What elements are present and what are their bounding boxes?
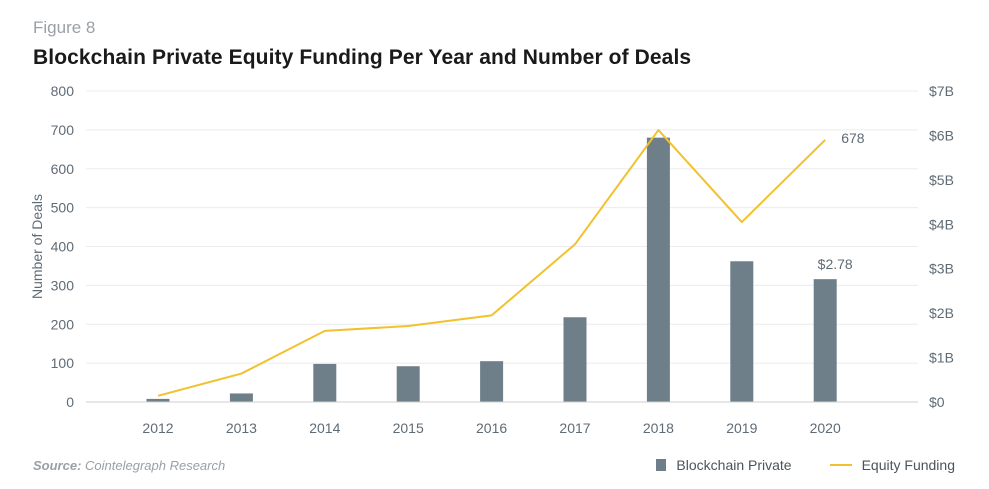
bar-2016 xyxy=(480,361,504,402)
y-tick-label: 700 xyxy=(51,122,75,138)
y-tick-label: 400 xyxy=(51,239,75,255)
x-tick-label: 2020 xyxy=(810,420,841,436)
y2-tick-label: $3B xyxy=(929,261,954,277)
y2-tick-label: $5B xyxy=(929,172,954,188)
figure-label: Figure 8 xyxy=(33,18,96,37)
y2-tick-label: $6B xyxy=(929,127,954,143)
y2-tick-label: $7B xyxy=(929,83,954,99)
y-tick-label: 800 xyxy=(51,83,75,99)
source-note: Source: Cointelegraph Research xyxy=(33,458,225,473)
bar-2020 xyxy=(813,279,837,402)
source-prefix: Source: xyxy=(33,458,82,473)
bar-2019 xyxy=(730,261,754,402)
x-tick-label: 2019 xyxy=(726,420,757,436)
bar-2015 xyxy=(396,366,420,402)
chart-area: 0 100 200 300 400 500 600 700 800 $0 $1B $2B $3B $4B $… xyxy=(29,83,954,436)
annotation-line-end: 678 xyxy=(841,130,865,146)
funding-line xyxy=(157,129,826,397)
y-tick-label: 100 xyxy=(51,355,75,371)
legend-bar-label: Blockchain Private xyxy=(676,457,792,473)
legend-line-swatch xyxy=(829,464,852,466)
x-tick-label: 2015 xyxy=(393,420,424,436)
legend-line-label: Equity Funding xyxy=(861,457,955,473)
annotation-bar-end: $2.78 xyxy=(818,256,853,272)
bar-2012 xyxy=(146,398,170,402)
y2-tick-label: $1B xyxy=(929,350,954,366)
y-tick-label: 300 xyxy=(51,277,75,293)
x-tick-label: 2012 xyxy=(142,420,173,436)
y-tick-label: 200 xyxy=(51,316,75,332)
legend-item-line: Equity Funding xyxy=(829,457,955,473)
bar-2013 xyxy=(229,393,253,402)
y-tick-label: 600 xyxy=(51,161,75,177)
y2-tick-label: $4B xyxy=(929,216,954,232)
bar-2018 xyxy=(646,137,670,402)
x-tick-label: 2016 xyxy=(476,420,507,436)
legend: Blockchain Private Equity Funding xyxy=(618,457,955,473)
legend-item-bars: Blockchain Private xyxy=(656,457,792,473)
chart-title: Blockchain Private Equity Funding Per Ye… xyxy=(33,46,692,69)
y-tick-label: 500 xyxy=(51,200,75,216)
y-tick-label: 0 xyxy=(66,394,74,410)
y-axis-label: Number of Deals xyxy=(29,194,45,299)
y2-tick-label: $0 xyxy=(929,394,945,410)
bar-2014 xyxy=(313,363,337,402)
y2-tick-label: $2B xyxy=(929,305,954,321)
x-tick-label: 2014 xyxy=(309,420,340,436)
bar-2017 xyxy=(563,317,587,402)
x-tick-label: 2013 xyxy=(226,420,257,436)
legend-bar-swatch xyxy=(656,459,667,471)
x-tick-label: 2017 xyxy=(559,420,590,436)
source-text: Cointelegraph Research xyxy=(81,458,226,473)
x-tick-label: 2018 xyxy=(643,420,674,436)
